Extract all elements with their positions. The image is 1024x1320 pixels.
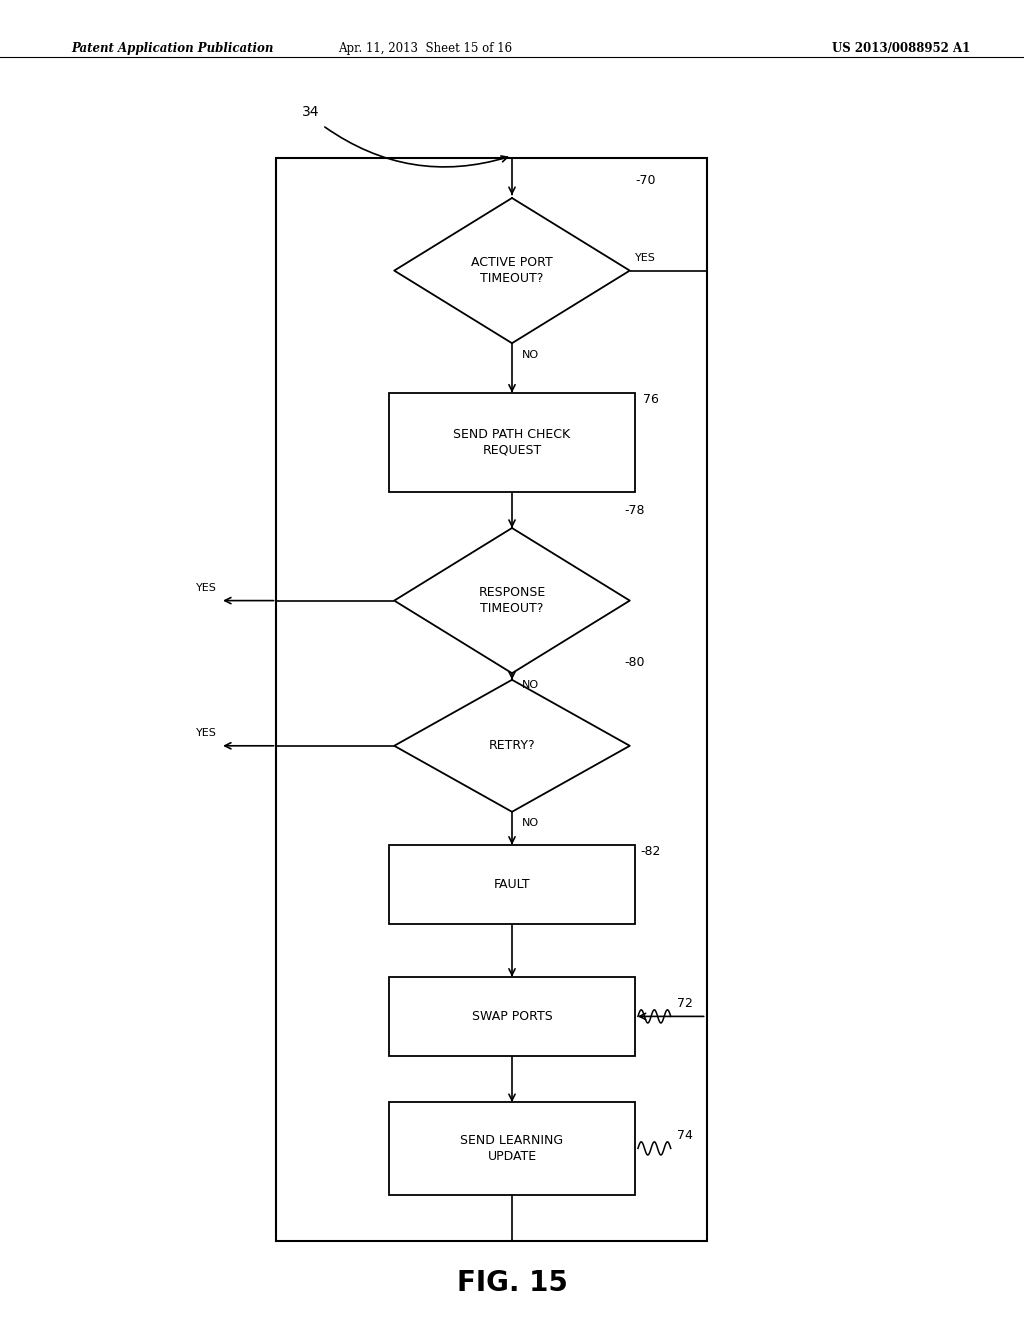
Bar <box>389 1102 635 1195</box>
Text: RETRY?: RETRY? <box>488 739 536 752</box>
Text: FIG. 15: FIG. 15 <box>457 1269 567 1298</box>
Text: SEND LEARNING
UPDATE: SEND LEARNING UPDATE <box>461 1134 563 1163</box>
Text: Apr. 11, 2013  Sheet 15 of 16: Apr. 11, 2013 Sheet 15 of 16 <box>338 42 512 55</box>
Text: -78: -78 <box>625 504 645 517</box>
Text: 72: 72 <box>677 997 693 1010</box>
Text: NO: NO <box>522 680 540 690</box>
Text: US 2013/0088952 A1: US 2013/0088952 A1 <box>831 42 971 55</box>
Text: -80: -80 <box>625 656 645 669</box>
Text: 76: 76 <box>643 393 659 405</box>
Bar <box>389 977 635 1056</box>
Text: -70: -70 <box>635 174 655 187</box>
Text: YES: YES <box>197 727 217 738</box>
Text: RESPONSE
TIMEOUT?: RESPONSE TIMEOUT? <box>478 586 546 615</box>
Bar <box>389 393 635 491</box>
Text: Patent Application Publication: Patent Application Publication <box>72 42 274 55</box>
Bar <box>276 158 707 1241</box>
Text: -82: -82 <box>640 845 660 858</box>
Text: SEND PATH CHECK
REQUEST: SEND PATH CHECK REQUEST <box>454 428 570 457</box>
Text: 74: 74 <box>677 1129 693 1142</box>
Text: YES: YES <box>635 252 655 263</box>
Bar <box>389 845 635 924</box>
Text: SWAP PORTS: SWAP PORTS <box>472 1010 552 1023</box>
Text: NO: NO <box>522 818 540 829</box>
Text: ACTIVE PORT
TIMEOUT?: ACTIVE PORT TIMEOUT? <box>471 256 553 285</box>
Text: FAULT: FAULT <box>494 878 530 891</box>
Text: YES: YES <box>197 582 217 593</box>
Text: 34: 34 <box>302 104 319 119</box>
Text: NO: NO <box>522 350 540 360</box>
